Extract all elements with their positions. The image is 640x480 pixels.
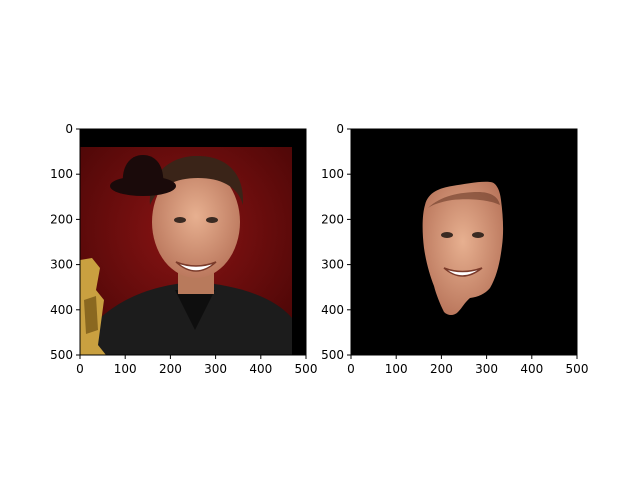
left-axes-frame [79,128,307,356]
right-y-tick-label: 400 [321,303,344,317]
jacket [80,282,292,355]
left-x-tick-label: 500 [295,362,318,376]
left-x-tick-label: 200 [159,362,182,376]
right-y-tick-label: 200 [321,212,344,226]
right-x-tick-label: 400 [520,362,543,376]
left-y-tick-label: 500 [50,348,73,362]
hat-overlay [110,155,176,196]
left-y-tick-label: 0 [65,122,73,136]
right-x-tick-label: 500 [566,362,589,376]
left-y-tick-label: 100 [50,167,73,181]
face [152,166,240,278]
left-y-tick-label: 400 [50,303,73,317]
left-y-tick-label: 200 [50,212,73,226]
right-x-tick-label: 100 [385,362,408,376]
left-x-tick-label: 400 [249,362,272,376]
right-photo [351,129,577,355]
left-x-tick-label: 100 [114,362,137,376]
right-x-tick-label: 200 [430,362,453,376]
right-x-tick-label: 0 [347,362,355,376]
right-y-tick-label: 100 [321,167,344,181]
right-y-tick-label: 500 [321,348,344,362]
hair [149,155,244,205]
left-y-tick-label: 300 [50,258,73,272]
right-y-tick-label: 0 [336,122,344,136]
left-x-tick-label: 0 [76,362,84,376]
left-photo [80,129,306,355]
right-y-tick-label: 300 [321,258,344,272]
right-axes-frame [350,128,578,356]
right-x-tick-label: 300 [475,362,498,376]
face-mask [422,181,504,315]
left-x-tick-label: 300 [204,362,227,376]
